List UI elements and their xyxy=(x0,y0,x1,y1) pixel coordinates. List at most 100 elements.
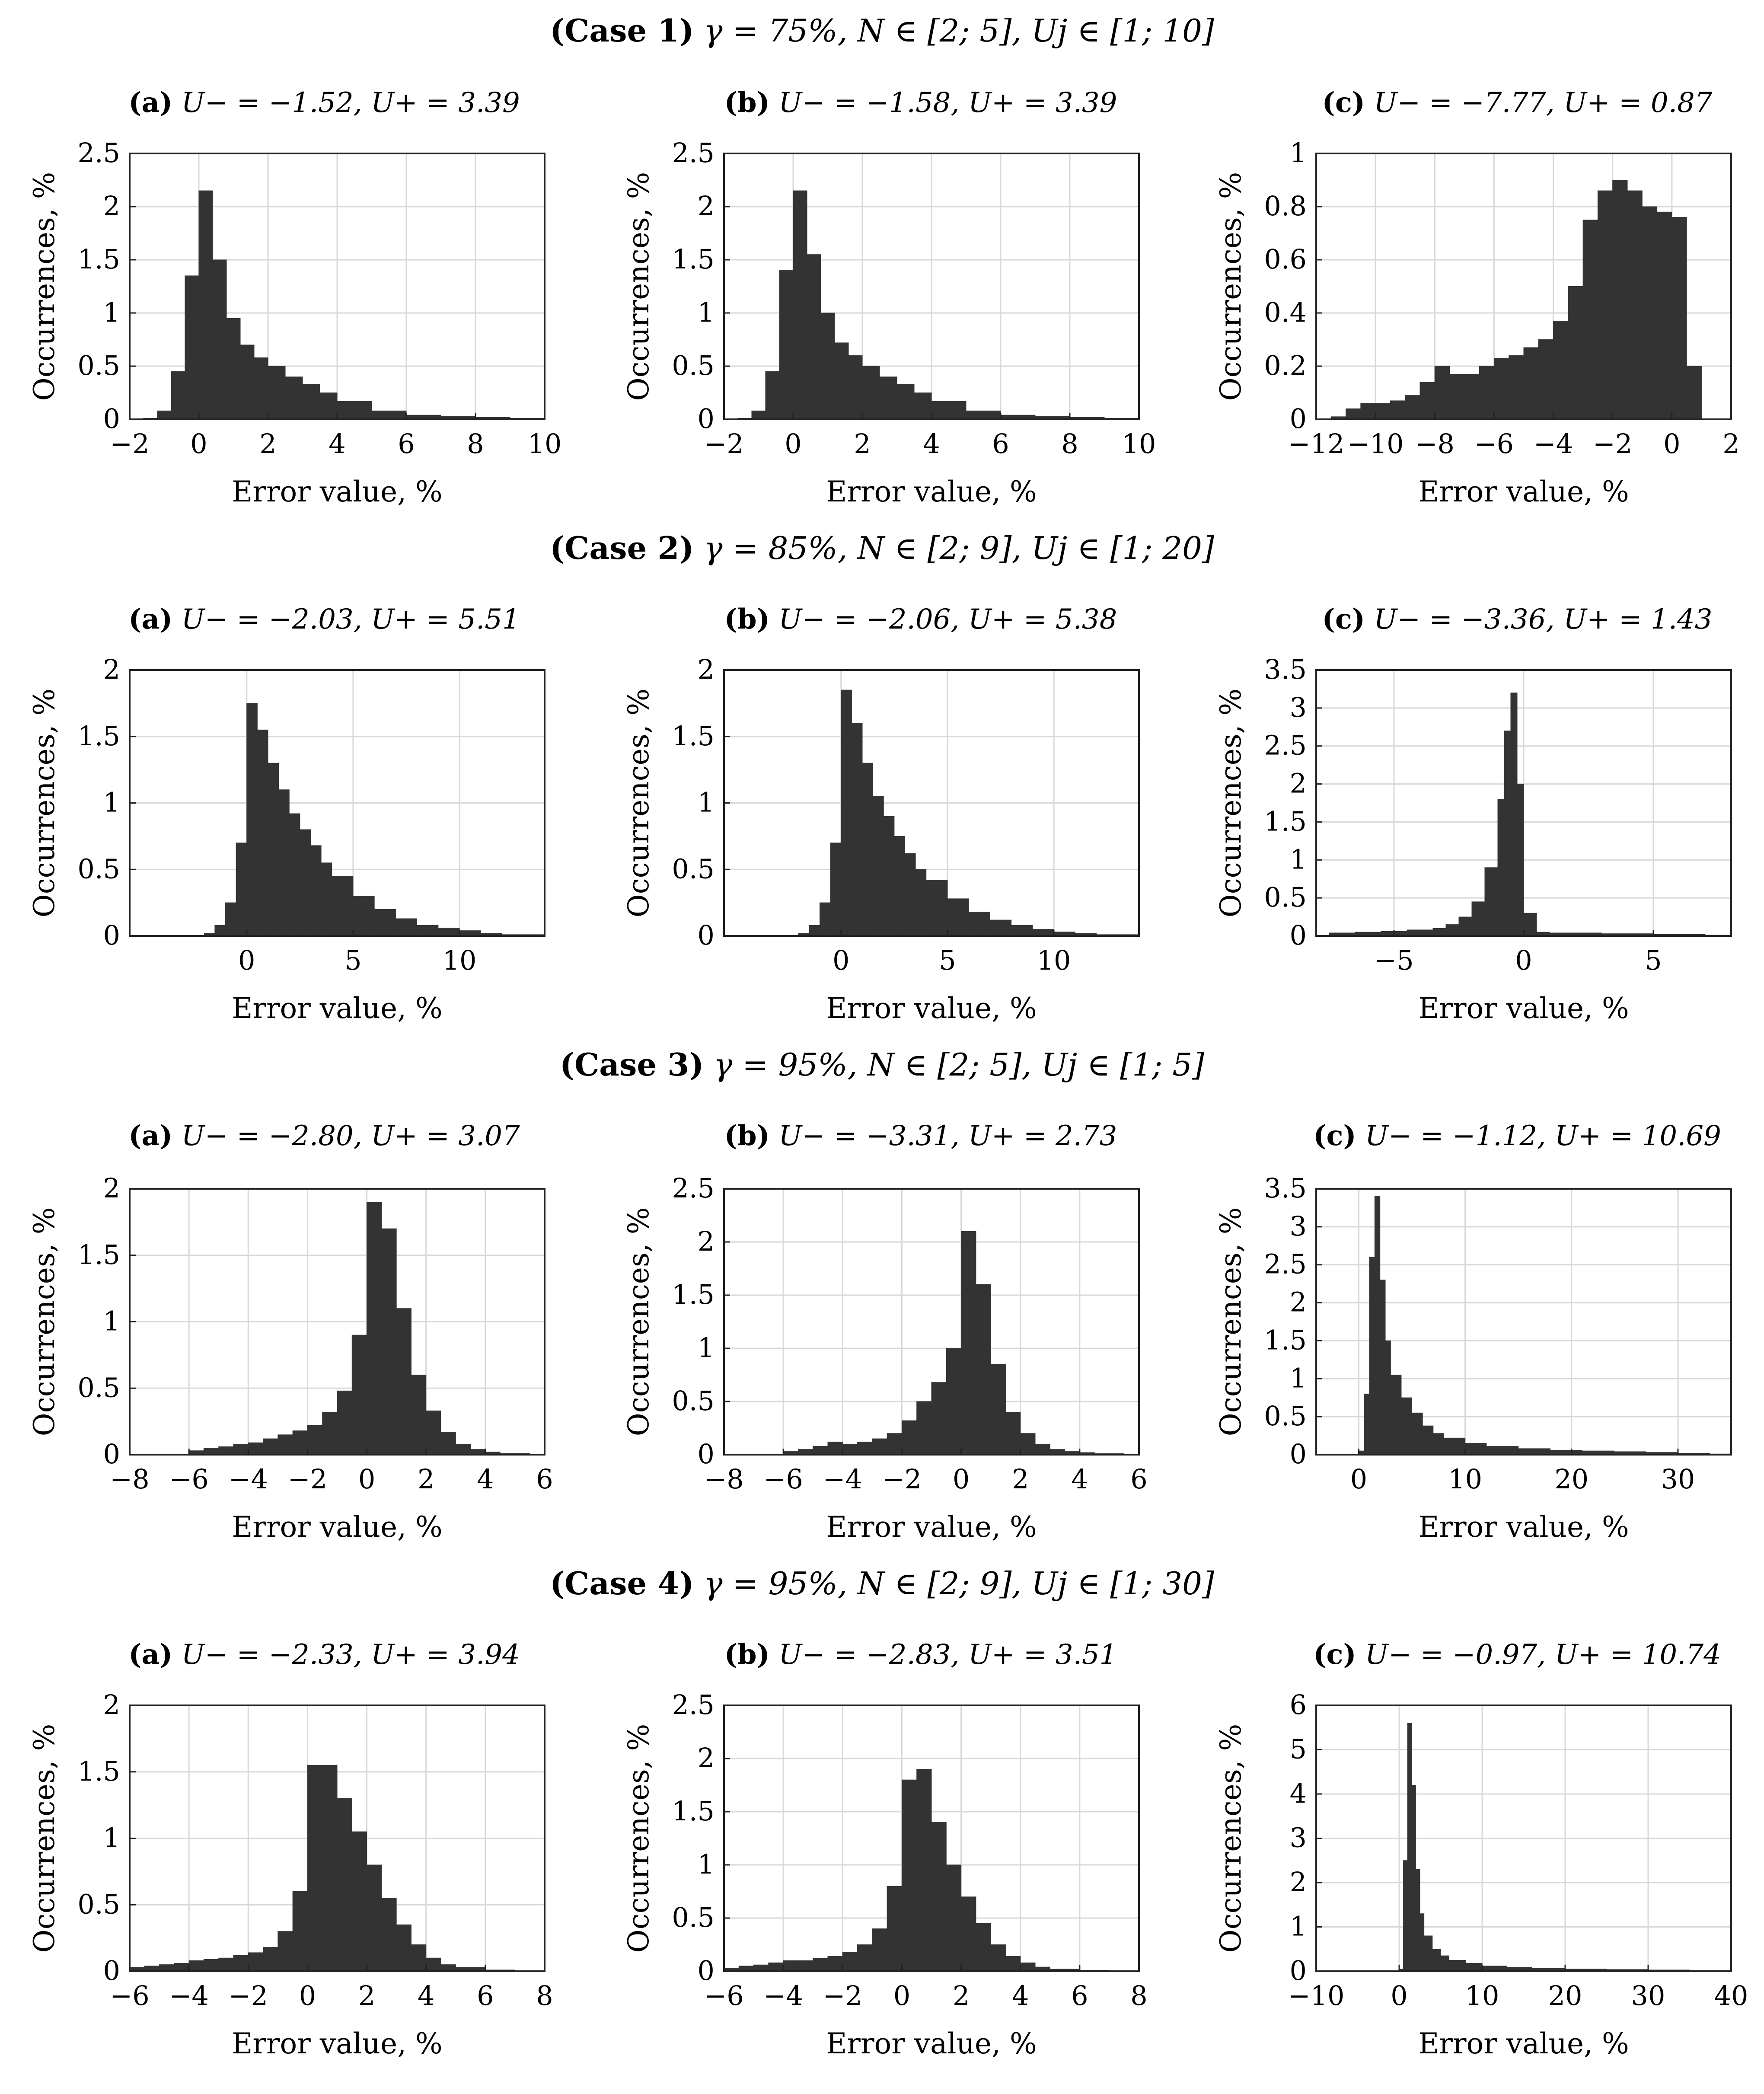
panel-title-4a: (a) U− = −2.33, U+ = 3.94 xyxy=(86,1638,562,1671)
histogram-bar xyxy=(411,1375,427,1455)
histogram-bar xyxy=(302,384,320,420)
histogram-bar xyxy=(225,902,236,936)
x-tick-label: 10 xyxy=(1448,1463,1482,1495)
histogram-bar xyxy=(440,1432,456,1455)
case-title-3: (Case 3) γ = 95%, N ∈ [2; 5], Uj ∈ [1; 5… xyxy=(0,1046,1764,1083)
panel-label: (b) xyxy=(724,1120,770,1152)
case-title-1: (Case 1) γ = 75%, N ∈ [2; 5], Uj ∈ [1; 1… xyxy=(0,12,1764,49)
y-tick-label: 1 xyxy=(1290,1362,1307,1394)
histogram-bar xyxy=(438,928,460,936)
axes-frame xyxy=(1315,153,1732,420)
histogram-bar xyxy=(931,1822,947,1972)
histogram-bar xyxy=(1005,1956,1021,1972)
y-tick-label: 2.5 xyxy=(77,137,120,169)
panel-title-4b: (b) U− = −2.83, U+ = 3.51 xyxy=(683,1638,1158,1671)
histogram-bar xyxy=(989,919,1012,936)
panel-title-1b: (b) U− = −1.58, U+ = 3.39 xyxy=(683,86,1158,119)
y-tick-label: 0.5 xyxy=(672,350,715,381)
histogram-bar xyxy=(214,925,226,936)
histogram-bar xyxy=(931,401,967,420)
y-axis-label: Occurrences, % xyxy=(1214,1207,1247,1436)
x-axis-label: Error value, % xyxy=(826,2027,1037,2060)
histogram-bar xyxy=(783,1960,798,1972)
y-tick-label: 2 xyxy=(698,1226,715,1257)
histogram-bar xyxy=(968,912,990,936)
y-tick-label: 0.2 xyxy=(1264,350,1307,381)
y-tick-label: 3.5 xyxy=(1264,654,1307,685)
histogram-bar xyxy=(904,853,916,936)
histogram-bar xyxy=(322,1412,338,1455)
histogram-bar xyxy=(426,1411,441,1455)
histogram-bar xyxy=(1479,366,1494,420)
y-tick-label: 2.5 xyxy=(672,1172,715,1204)
y-tick-label: 1.5 xyxy=(1264,1324,1307,1356)
histogram-bar xyxy=(1407,1723,1412,1972)
histogram-bar xyxy=(1433,1433,1444,1455)
panel-u-values: U− = −3.36, U+ = 1.43 xyxy=(1374,603,1713,635)
x-tick-label: 2 xyxy=(953,1980,970,2011)
histogram-bar xyxy=(1375,403,1391,420)
y-axis-label: Occurrences, % xyxy=(622,1207,655,1436)
y-tick-label: 0 xyxy=(698,403,715,434)
panel-u-values: U− = −2.06, U+ = 5.38 xyxy=(778,603,1117,635)
x-axis-label: Error value, % xyxy=(232,2027,443,2060)
histogram-bar xyxy=(1464,373,1480,420)
x-tick-label: 20 xyxy=(1548,1980,1582,2011)
histogram-bar xyxy=(1445,924,1459,936)
x-tick-label: 0 xyxy=(1391,1980,1407,2011)
histogram-bar xyxy=(820,313,835,420)
panel-label: (a) xyxy=(128,1120,173,1152)
y-tick-label: 1.5 xyxy=(672,1795,715,1827)
axes-frame xyxy=(1315,1188,1732,1456)
panel-u-values: U− = −2.33, U+ = 3.94 xyxy=(181,1639,520,1671)
x-tick-label: 4 xyxy=(329,428,345,460)
histogram-bar xyxy=(857,1441,873,1455)
x-axis-label: Error value, % xyxy=(1418,2027,1629,2060)
histogram-bar xyxy=(1032,929,1054,936)
y-tick-label: 0 xyxy=(103,1955,120,1986)
histogram-bar xyxy=(848,355,863,420)
histogram-bar xyxy=(337,1798,352,1972)
histogram-bar xyxy=(367,1202,382,1455)
x-tick-label: 5 xyxy=(345,945,361,976)
x-tick-label: −5 xyxy=(1374,945,1413,976)
x-tick-label: 0 xyxy=(190,428,207,460)
x-tick-label: −6 xyxy=(763,1463,803,1495)
histogram-bar xyxy=(827,1441,843,1455)
histogram-bar xyxy=(233,1443,249,1455)
histogram-2b: 0 5 10 0 0.5 1 1.5 2 Error value, % Occurrences, … xyxy=(622,654,1140,1025)
y-tick-label: 2 xyxy=(698,190,715,222)
histogram-bar xyxy=(768,1962,784,1972)
x-tick-label: −10 xyxy=(1288,1980,1345,2011)
histogram-bar xyxy=(233,1955,249,1972)
histogram-bar xyxy=(1422,1425,1434,1455)
histogram-bar xyxy=(1419,1913,1425,1972)
y-tick-label: 2.5 xyxy=(1264,1248,1307,1280)
x-tick-label: 6 xyxy=(398,428,415,460)
histogram-bar xyxy=(381,1898,397,1972)
histogram-bar xyxy=(1432,928,1446,936)
panel-title-1a: (a) U− = −1.52, U+ = 3.39 xyxy=(86,86,562,119)
histogram-bar xyxy=(292,1891,308,1972)
histogram-bar xyxy=(307,1425,323,1455)
x-tick-label: −2 xyxy=(1593,428,1632,460)
histogram-bar xyxy=(174,1963,189,1972)
histogram-bar xyxy=(1510,693,1518,936)
histogram-bar xyxy=(1523,913,1537,936)
x-tick-label: 8 xyxy=(536,1980,553,2011)
histogram-bar xyxy=(961,1231,976,1455)
y-tick-label: 0.5 xyxy=(77,350,120,381)
histogram-4a: −6 −4 −2 0 2 4 6 8 0 0.5 1 1.5 2 Error value, % Occurr… xyxy=(28,1689,553,2060)
y-axis-label: Occurrences, % xyxy=(28,1207,61,1436)
histogram-bar xyxy=(827,1956,843,1972)
histogram-bar xyxy=(1509,355,1524,420)
histogram-bar xyxy=(246,703,258,936)
y-tick-label: 0 xyxy=(1290,1955,1307,1986)
y-tick-label: 0 xyxy=(698,1438,715,1470)
y-tick-label: 1.5 xyxy=(77,720,120,752)
x-tick-label: 2 xyxy=(358,1980,375,2011)
histogram-bar xyxy=(931,1382,947,1455)
panel-u-values: U− = −1.58, U+ = 3.39 xyxy=(778,87,1117,119)
